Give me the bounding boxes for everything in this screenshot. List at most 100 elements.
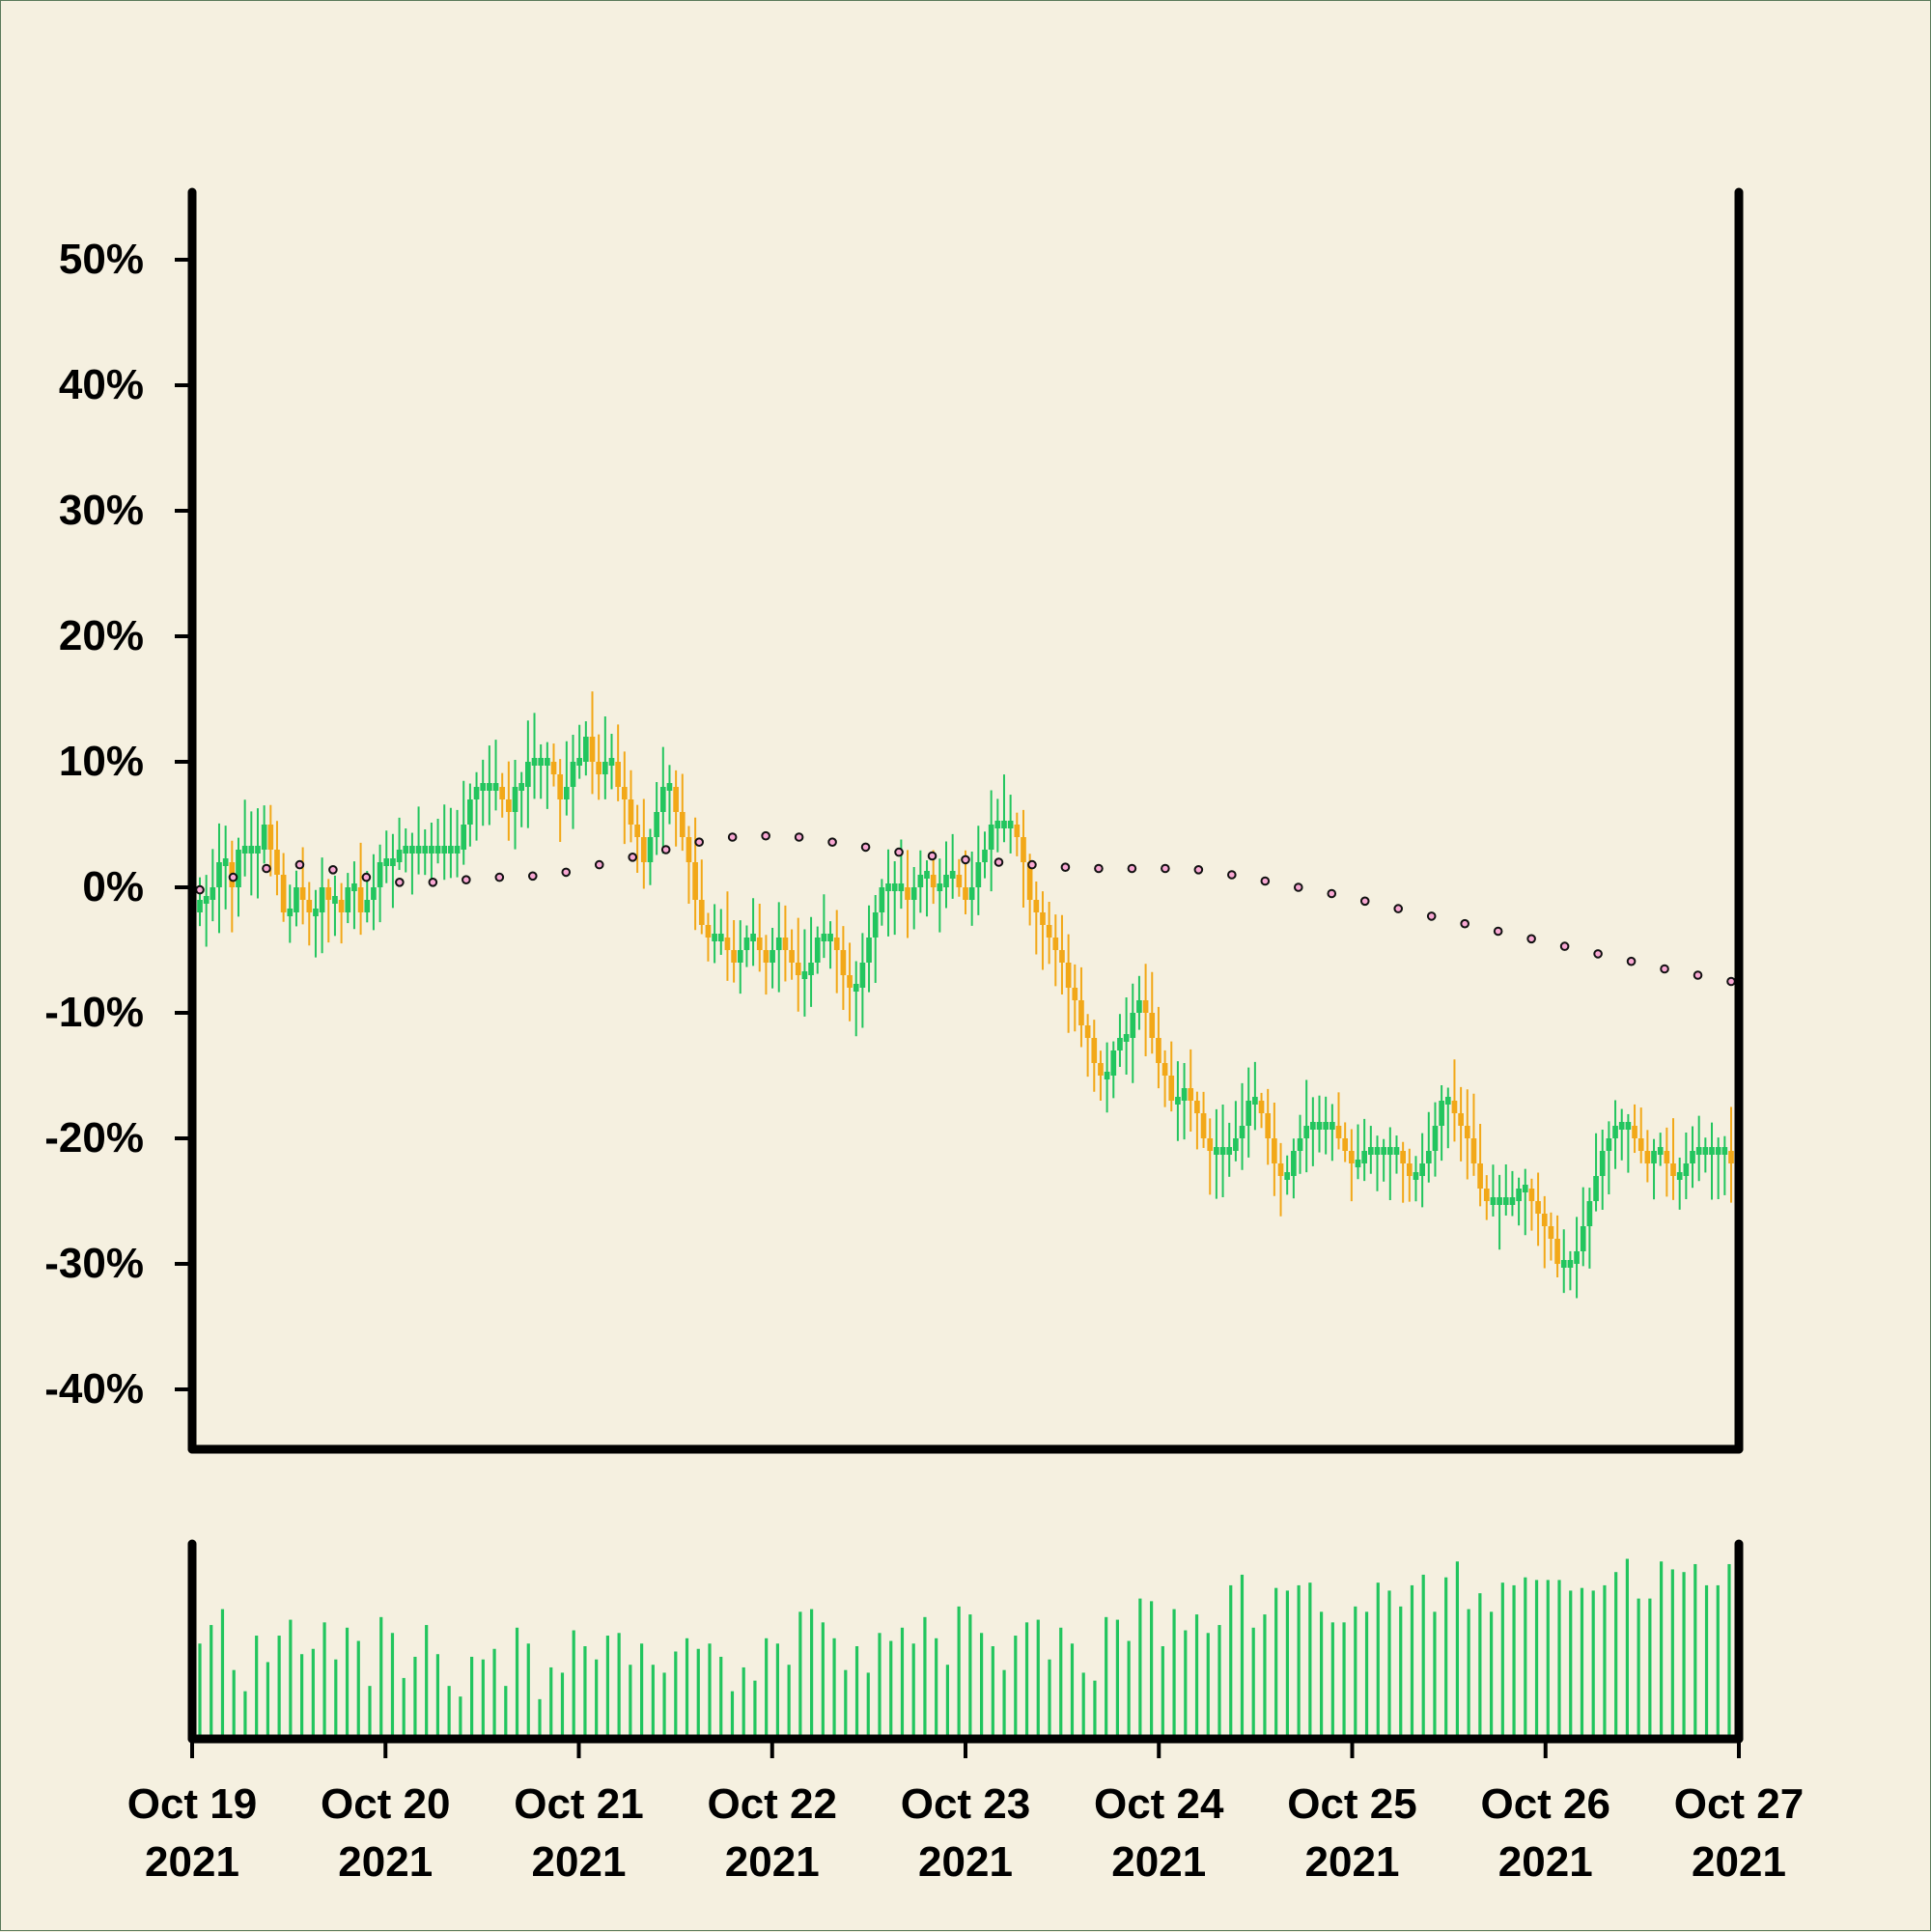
volume-bar [255,1636,259,1739]
candle-body [1516,1189,1522,1201]
candle-body [1219,1147,1226,1155]
volume-bar [775,1643,779,1739]
ma-marker [660,845,671,854]
candle-body [840,950,847,975]
candle-body [518,783,525,791]
volume-bar [1024,1622,1029,1739]
candle-body [203,896,210,904]
volume-bar [1512,1584,1516,1739]
ma-marker [1559,941,1570,951]
candle-body [1214,1147,1219,1155]
candle-body [1702,1147,1709,1155]
candle-body [654,812,659,837]
candle-body [1439,1101,1444,1126]
volume-bar [854,1646,859,1739]
ma-marker [395,878,405,887]
candle-body [891,883,898,891]
candle-body [801,971,808,979]
candle-body [545,758,550,766]
candle-body [570,762,576,787]
volume-bar [356,1640,360,1739]
x-tick-label-date: Oct 20 [321,1780,451,1828]
candle-body [287,909,294,916]
volume-bar [1059,1627,1063,1739]
volume-bar [1014,1636,1018,1739]
candle-body [717,934,724,941]
candle-body [905,887,910,900]
candle-body [879,887,885,912]
volume-bar [719,1656,723,1739]
candle-body [943,875,949,887]
candle-body [448,846,454,854]
volume-bar [198,1643,202,1739]
x-tick-label-date: Oct 26 [1480,1780,1610,1828]
candle-body [1400,1151,1406,1163]
volume-bar [1682,1572,1686,1739]
volume-bar [1580,1587,1584,1739]
candle-body [1483,1189,1490,1201]
volume-bar [1648,1598,1652,1739]
candle-body [1709,1147,1715,1155]
volume-bar [1127,1640,1131,1739]
candle-body [1632,1126,1637,1138]
volume-bar [470,1656,474,1739]
candle-body [596,762,602,774]
x-tick-label-year: 2021 [145,1838,239,1886]
y-tick-label: 10% [59,738,144,785]
volume-bar [526,1643,530,1739]
candle-body [1310,1122,1316,1130]
candle-body [1161,1063,1168,1076]
volume-bar [1421,1574,1425,1739]
volume-bar [1364,1611,1369,1739]
y-tick-label: -30% [44,1240,144,1287]
candle-body [640,837,647,862]
ma-marker [195,884,205,895]
volume-bar [1467,1609,1470,1739]
volume-bar [605,1636,609,1739]
volume-bar [549,1666,553,1739]
candle-body [872,912,879,938]
candle-body [325,887,332,900]
candle-body [1117,1038,1123,1050]
candle-body [1072,988,1078,1000]
volume-bar [334,1659,338,1739]
candle-body [647,837,654,862]
ma-marker [1260,876,1271,886]
volume-bar [765,1638,769,1739]
candle-body [1664,1151,1670,1163]
volume-bar [1320,1611,1324,1739]
candle-body [241,846,248,854]
volume-bar [1070,1643,1075,1739]
y-tick-label: -10% [44,989,144,1036]
candle-body [1052,938,1059,950]
candle-body [1548,1226,1554,1239]
volume-bar [1524,1577,1527,1739]
volume-bar [1455,1561,1459,1739]
volume-bar [1500,1582,1504,1739]
candle-body [1014,825,1021,837]
volume-bar [685,1638,689,1739]
candle-body [409,846,415,854]
volume-bar [1625,1558,1629,1739]
ma-marker [1293,882,1303,892]
candle-body [821,934,827,941]
candle-body [1406,1163,1413,1176]
ma-marker [527,871,538,882]
volume-bar [504,1686,508,1739]
candle-body [454,846,461,854]
volume-bar [923,1616,927,1739]
candle-body [1490,1197,1497,1205]
candle-body [1001,821,1007,828]
candle-body [1361,1151,1367,1163]
volume-bar [1150,1601,1154,1739]
ma-marker [1593,949,1603,959]
x-tick-label-year: 2021 [338,1838,433,1886]
x-tick-label-date: Oct 27 [1674,1780,1805,1828]
candle-body [628,799,634,825]
candle-body [756,938,763,950]
volume-bar [560,1672,565,1739]
candle-body [1130,1013,1136,1038]
candle-body [1272,1138,1277,1163]
x-tick-label-date: Oct 22 [707,1780,837,1828]
candle-body [1303,1126,1310,1138]
